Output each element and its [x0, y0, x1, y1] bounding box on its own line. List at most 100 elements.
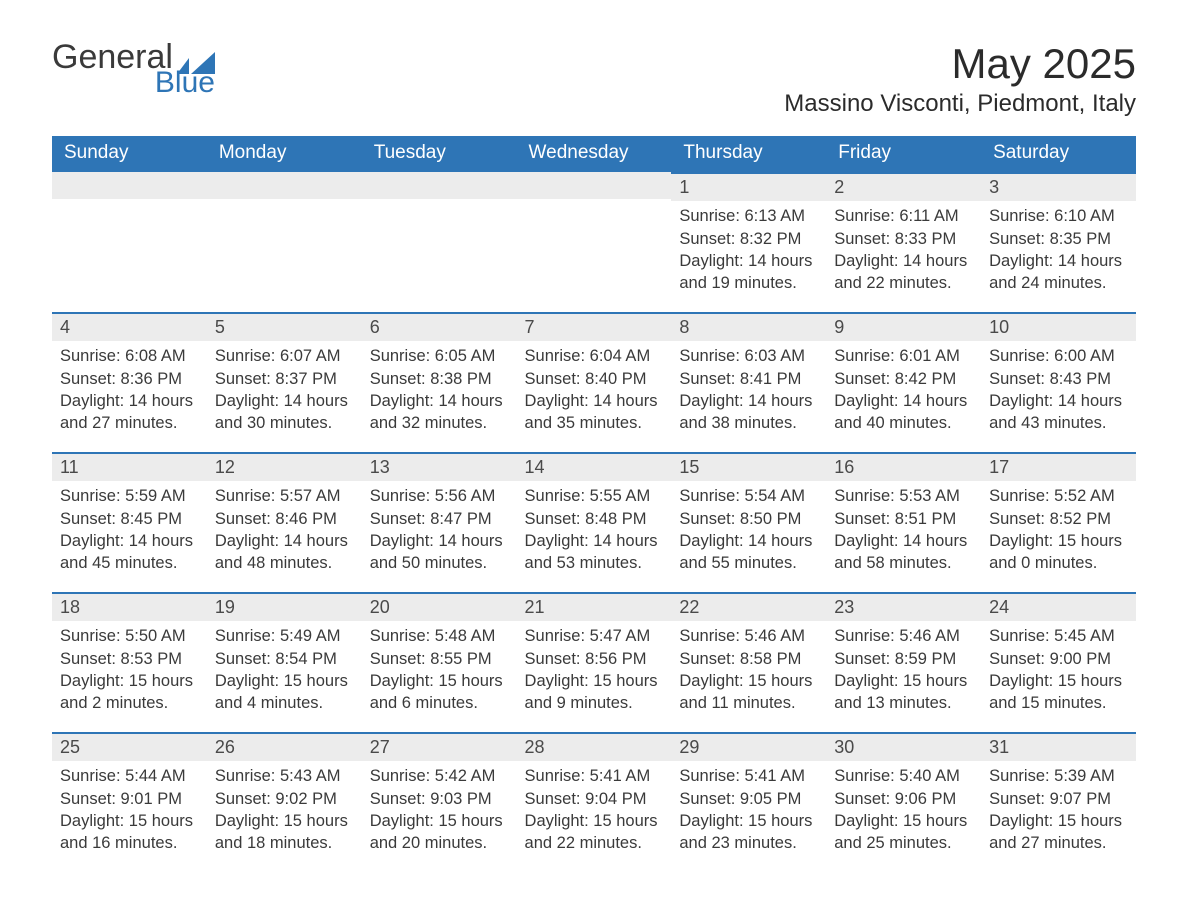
day-number: [517, 172, 672, 199]
day-details: Sunrise: 5:46 AMSunset: 8:58 PMDaylight:…: [671, 621, 826, 722]
day-details: Sunrise: 5:57 AMSunset: 8:46 PMDaylight:…: [207, 481, 362, 582]
calendar-day-cell: 10Sunrise: 6:00 AMSunset: 8:43 PMDayligh…: [981, 312, 1136, 452]
day-details: Sunrise: 6:08 AMSunset: 8:36 PMDaylight:…: [52, 341, 207, 442]
calendar-week-row: 4Sunrise: 6:08 AMSunset: 8:36 PMDaylight…: [52, 312, 1136, 452]
day-number: 14: [517, 452, 672, 481]
calendar-day-cell: 27Sunrise: 5:42 AMSunset: 9:03 PMDayligh…: [362, 732, 517, 862]
day-details: Sunrise: 5:48 AMSunset: 8:55 PMDaylight:…: [362, 621, 517, 722]
day-details: Sunrise: 5:46 AMSunset: 8:59 PMDaylight:…: [826, 621, 981, 722]
calendar-day-cell: 2Sunrise: 6:11 AMSunset: 8:33 PMDaylight…: [826, 172, 981, 312]
day-number: 25: [52, 732, 207, 761]
day-number: 3: [981, 172, 1136, 201]
day-details: Sunrise: 5:49 AMSunset: 8:54 PMDaylight:…: [207, 621, 362, 722]
calendar-day-cell: 8Sunrise: 6:03 AMSunset: 8:41 PMDaylight…: [671, 312, 826, 452]
day-number: [207, 172, 362, 199]
calendar-day-cell: 26Sunrise: 5:43 AMSunset: 9:02 PMDayligh…: [207, 732, 362, 862]
day-number: 31: [981, 732, 1136, 761]
day-details: Sunrise: 6:04 AMSunset: 8:40 PMDaylight:…: [517, 341, 672, 442]
day-details: Sunrise: 6:07 AMSunset: 8:37 PMDaylight:…: [207, 341, 362, 442]
calendar-day-cell: 12Sunrise: 5:57 AMSunset: 8:46 PMDayligh…: [207, 452, 362, 592]
day-details: Sunrise: 5:56 AMSunset: 8:47 PMDaylight:…: [362, 481, 517, 582]
day-number: 16: [826, 452, 981, 481]
day-number: 24: [981, 592, 1136, 621]
day-number: 30: [826, 732, 981, 761]
calendar-day-cell: 28Sunrise: 5:41 AMSunset: 9:04 PMDayligh…: [517, 732, 672, 862]
calendar-day-cell: 5Sunrise: 6:07 AMSunset: 8:37 PMDaylight…: [207, 312, 362, 452]
day-number: 4: [52, 312, 207, 341]
day-details: Sunrise: 5:41 AMSunset: 9:05 PMDaylight:…: [671, 761, 826, 862]
day-details: Sunrise: 6:10 AMSunset: 8:35 PMDaylight:…: [981, 201, 1136, 302]
calendar-day-cell: 11Sunrise: 5:59 AMSunset: 8:45 PMDayligh…: [52, 452, 207, 592]
calendar-day-cell: 21Sunrise: 5:47 AMSunset: 8:56 PMDayligh…: [517, 592, 672, 732]
day-number: [362, 172, 517, 199]
calendar-day-cell: 20Sunrise: 5:48 AMSunset: 8:55 PMDayligh…: [362, 592, 517, 732]
day-number: 5: [207, 312, 362, 341]
calendar-day-cell: 23Sunrise: 5:46 AMSunset: 8:59 PMDayligh…: [826, 592, 981, 732]
location-subtitle: Massino Visconti, Piedmont, Italy: [784, 90, 1136, 118]
day-details: Sunrise: 5:43 AMSunset: 9:02 PMDaylight:…: [207, 761, 362, 862]
day-number: 1: [671, 172, 826, 201]
calendar-body: 1Sunrise: 6:13 AMSunset: 8:32 PMDaylight…: [52, 172, 1136, 862]
day-number: 12: [207, 452, 362, 481]
day-details: Sunrise: 5:54 AMSunset: 8:50 PMDaylight:…: [671, 481, 826, 582]
calendar-day-cell: 25Sunrise: 5:44 AMSunset: 9:01 PMDayligh…: [52, 732, 207, 862]
calendar-day-cell: 22Sunrise: 5:46 AMSunset: 8:58 PMDayligh…: [671, 592, 826, 732]
calendar-day-cell: 14Sunrise: 5:55 AMSunset: 8:48 PMDayligh…: [517, 452, 672, 592]
weekday-header: Thursday: [671, 136, 826, 172]
day-details: Sunrise: 5:55 AMSunset: 8:48 PMDaylight:…: [517, 481, 672, 582]
day-details: Sunrise: 5:39 AMSunset: 9:07 PMDaylight:…: [981, 761, 1136, 862]
day-details: Sunrise: 5:53 AMSunset: 8:51 PMDaylight:…: [826, 481, 981, 582]
calendar-day-cell: 16Sunrise: 5:53 AMSunset: 8:51 PMDayligh…: [826, 452, 981, 592]
calendar-day-cell: 9Sunrise: 6:01 AMSunset: 8:42 PMDaylight…: [826, 312, 981, 452]
calendar-day-cell: 29Sunrise: 5:41 AMSunset: 9:05 PMDayligh…: [671, 732, 826, 862]
day-number: 7: [517, 312, 672, 341]
calendar-week-row: 11Sunrise: 5:59 AMSunset: 8:45 PMDayligh…: [52, 452, 1136, 592]
day-details: Sunrise: 5:59 AMSunset: 8:45 PMDaylight:…: [52, 481, 207, 582]
day-number: 29: [671, 732, 826, 761]
day-details: Sunrise: 5:52 AMSunset: 8:52 PMDaylight:…: [981, 481, 1136, 582]
calendar-week-row: 1Sunrise: 6:13 AMSunset: 8:32 PMDaylight…: [52, 172, 1136, 312]
title-block: May 2025 Massino Visconti, Piedmont, Ita…: [784, 40, 1136, 130]
calendar-day-cell: 31Sunrise: 5:39 AMSunset: 9:07 PMDayligh…: [981, 732, 1136, 862]
day-number: 19: [207, 592, 362, 621]
calendar-day-cell: 30Sunrise: 5:40 AMSunset: 9:06 PMDayligh…: [826, 732, 981, 862]
calendar-day-cell: 24Sunrise: 5:45 AMSunset: 9:00 PMDayligh…: [981, 592, 1136, 732]
calendar-day-cell: 7Sunrise: 6:04 AMSunset: 8:40 PMDaylight…: [517, 312, 672, 452]
day-details: Sunrise: 5:50 AMSunset: 8:53 PMDaylight:…: [52, 621, 207, 722]
calendar-day-cell: 17Sunrise: 5:52 AMSunset: 8:52 PMDayligh…: [981, 452, 1136, 592]
day-number: 6: [362, 312, 517, 341]
day-details: Sunrise: 6:05 AMSunset: 8:38 PMDaylight:…: [362, 341, 517, 442]
day-number: 21: [517, 592, 672, 621]
weekday-header: Friday: [826, 136, 981, 172]
calendar-day-cell: [207, 172, 362, 312]
weekday-header: Wednesday: [517, 136, 672, 172]
calendar-day-cell: [362, 172, 517, 312]
day-details: Sunrise: 5:42 AMSunset: 9:03 PMDaylight:…: [362, 761, 517, 862]
day-number: 2: [826, 172, 981, 201]
day-details: Sunrise: 6:01 AMSunset: 8:42 PMDaylight:…: [826, 341, 981, 442]
day-number: 17: [981, 452, 1136, 481]
brand-logo: General Blue: [52, 40, 215, 98]
weekday-header: Tuesday: [362, 136, 517, 172]
day-number: 27: [362, 732, 517, 761]
calendar-week-row: 25Sunrise: 5:44 AMSunset: 9:01 PMDayligh…: [52, 732, 1136, 862]
day-number: 15: [671, 452, 826, 481]
calendar-day-cell: 6Sunrise: 6:05 AMSunset: 8:38 PMDaylight…: [362, 312, 517, 452]
day-number: 9: [826, 312, 981, 341]
day-number: 26: [207, 732, 362, 761]
header-bar: General Blue May 2025 Massino Visconti, …: [52, 40, 1136, 130]
day-number: 20: [362, 592, 517, 621]
calendar-day-cell: 18Sunrise: 5:50 AMSunset: 8:53 PMDayligh…: [52, 592, 207, 732]
day-number: [52, 172, 207, 199]
day-details: Sunrise: 5:40 AMSunset: 9:06 PMDaylight:…: [826, 761, 981, 862]
weekday-header: Saturday: [981, 136, 1136, 172]
day-number: 28: [517, 732, 672, 761]
brand-word-2: Blue: [155, 68, 215, 98]
calendar-day-cell: 1Sunrise: 6:13 AMSunset: 8:32 PMDaylight…: [671, 172, 826, 312]
weekday-header: Monday: [207, 136, 362, 172]
calendar-day-cell: [52, 172, 207, 312]
calendar-table: Sunday Monday Tuesday Wednesday Thursday…: [52, 136, 1136, 862]
day-details: Sunrise: 5:44 AMSunset: 9:01 PMDaylight:…: [52, 761, 207, 862]
day-details: Sunrise: 5:47 AMSunset: 8:56 PMDaylight:…: [517, 621, 672, 722]
calendar-week-row: 18Sunrise: 5:50 AMSunset: 8:53 PMDayligh…: [52, 592, 1136, 732]
